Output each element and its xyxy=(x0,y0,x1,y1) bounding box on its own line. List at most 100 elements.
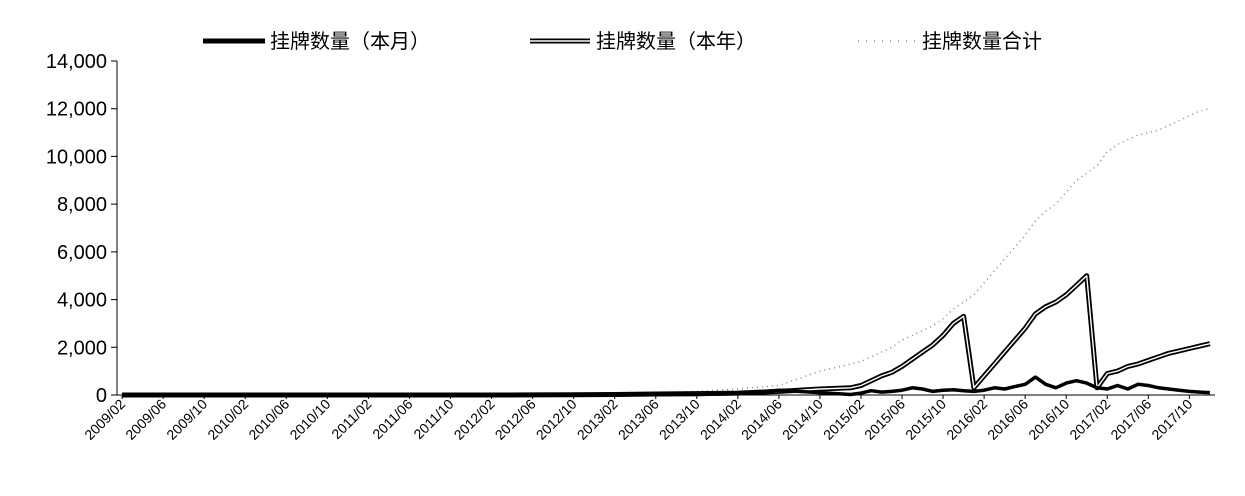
series-0-point xyxy=(1076,380,1077,381)
x-tick-label: 2009/10 xyxy=(163,396,210,443)
x-tick-label: 2009/06 xyxy=(122,396,169,443)
series-0-point xyxy=(409,394,410,395)
series-2-point xyxy=(963,301,964,302)
x-tick-label: 2013/02 xyxy=(574,396,621,443)
series-2-point xyxy=(1117,144,1118,145)
series-0-point xyxy=(1004,388,1005,389)
x-tick-label: 2010/02 xyxy=(204,396,251,443)
series-0-point xyxy=(901,390,902,391)
series-1-point xyxy=(1168,353,1169,354)
x-tick-label: 2017/10 xyxy=(1148,396,1195,443)
series-line-2 xyxy=(122,107,1211,396)
series-0-point xyxy=(1096,387,1097,388)
series-0-point xyxy=(912,387,913,388)
series-0-point xyxy=(450,394,451,395)
x-tick-label: 2014/10 xyxy=(779,396,826,443)
series-line-0 xyxy=(122,375,1210,397)
y-tick-label: 6,000 xyxy=(57,242,107,264)
series-2-point xyxy=(891,347,892,348)
series-2-point xyxy=(860,361,861,362)
series-0-point xyxy=(204,394,205,395)
series-0-point xyxy=(1158,387,1159,388)
series-1-point xyxy=(963,316,964,317)
series-2-point xyxy=(922,330,923,331)
series-2-point xyxy=(953,309,954,310)
series-0-point xyxy=(327,394,328,395)
y-tick-label: 12,000 xyxy=(46,99,107,121)
series-0-point xyxy=(1148,385,1149,386)
y-tick-label: 8,000 xyxy=(57,194,107,216)
series-0-point xyxy=(943,390,944,391)
legend: 挂牌数量（本月） 挂牌数量（本年） 挂牌数量合计 xyxy=(203,29,1042,53)
series-1-point xyxy=(922,352,923,353)
series-2-point xyxy=(778,385,779,386)
series-0-point xyxy=(1025,384,1026,385)
series-0-point xyxy=(1199,392,1200,393)
series-2-point xyxy=(850,363,851,364)
series-1-point xyxy=(912,359,913,360)
series-0-point xyxy=(1055,387,1056,388)
x-tick-label: 2011/10 xyxy=(410,396,457,443)
x-tick-label: 2013/06 xyxy=(615,396,662,443)
series-0-point xyxy=(655,394,656,395)
series-1-point xyxy=(881,375,882,376)
series-0-point xyxy=(614,394,615,395)
legend-label-1: 挂牌数量（本年） xyxy=(596,29,756,53)
series-1-point xyxy=(1014,340,1015,341)
series-2-point xyxy=(1055,204,1056,205)
series-2-point xyxy=(901,340,902,341)
series-2-point xyxy=(1035,220,1036,221)
series-0-point xyxy=(1045,384,1046,385)
series-0-point xyxy=(737,393,738,394)
x-tick-label: 2015/10 xyxy=(902,396,949,443)
series-0-point xyxy=(891,391,892,392)
x-tick-label: 2012/02 xyxy=(451,396,498,443)
series-1-point xyxy=(1055,301,1056,302)
series-2-point xyxy=(984,282,985,283)
series-1-point xyxy=(1107,373,1108,374)
series-1-point xyxy=(1137,363,1138,364)
series-0-point xyxy=(1209,392,1210,393)
series-1-point xyxy=(1086,275,1087,276)
series-0-point xyxy=(122,394,123,395)
series-0-point xyxy=(819,392,820,393)
x-tick-label: 2012/06 xyxy=(492,396,539,443)
series-2-point xyxy=(819,371,820,372)
series-2-point xyxy=(1004,258,1005,259)
series-2-point xyxy=(1025,235,1026,236)
series-0-point xyxy=(286,394,287,395)
series-1-point xyxy=(943,335,944,336)
series-1-point xyxy=(1148,360,1149,361)
series-0-point xyxy=(922,388,923,389)
series-1-point xyxy=(819,388,820,389)
series-1-point xyxy=(860,385,861,386)
series-1-point xyxy=(973,387,974,388)
x-tick-label: 2010/10 xyxy=(286,396,333,443)
series-0-point xyxy=(963,390,964,391)
legend-item-1: 挂牌数量（本年） xyxy=(530,29,756,53)
series-1-point xyxy=(1189,348,1190,349)
y-tick-label: 10,000 xyxy=(46,146,107,168)
series-1-point xyxy=(953,323,954,324)
series-2-point xyxy=(737,388,738,389)
x-tick-label: 2013/10 xyxy=(656,396,703,443)
series-0-point xyxy=(491,394,492,395)
series-1-point xyxy=(1127,366,1128,367)
x-tick-label: 2014/06 xyxy=(738,396,785,443)
x-tick-label: 2016/10 xyxy=(1025,396,1072,443)
series-1-point xyxy=(1045,306,1046,307)
y-tick-label: 4,000 xyxy=(57,290,107,312)
series-2-point xyxy=(881,352,882,353)
series-2-point xyxy=(1158,130,1159,131)
series-0-point xyxy=(1127,388,1128,389)
series-2-point xyxy=(1096,165,1097,166)
series-1-point xyxy=(871,380,872,381)
series-2-point xyxy=(1066,192,1067,193)
series-2-point xyxy=(932,325,933,326)
series-0-point xyxy=(163,394,164,395)
legend-label-0: 挂牌数量（本月） xyxy=(270,29,430,53)
x-tick-label: 2016/02 xyxy=(943,396,990,443)
series-2-point xyxy=(1127,139,1128,140)
series-0-point xyxy=(1066,383,1067,384)
